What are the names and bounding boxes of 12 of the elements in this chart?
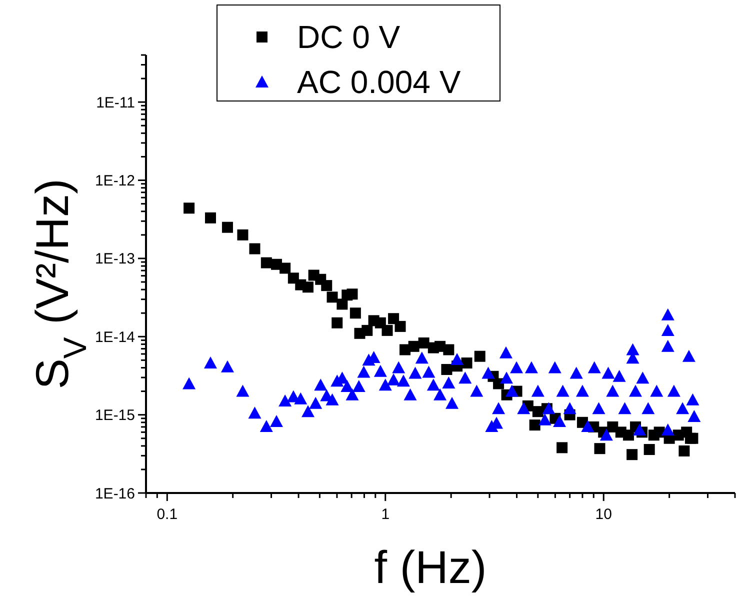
x-tick-label: 0.1 — [156, 506, 178, 523]
x-axis-title: f (Hz) — [374, 541, 487, 593]
legend-label: DC 0 V — [297, 19, 401, 56]
legend-label: AC 0.004 V — [297, 64, 462, 100]
y-tick-label: 1E-16 — [94, 485, 135, 502]
y-tick-label: 1E-11 — [96, 94, 135, 112]
y-tick-label: 1E-13 — [94, 250, 135, 268]
x-tick-label: 1 — [381, 506, 390, 523]
x-tick-label: 10 — [595, 506, 612, 523]
y-tick-label: 1E-12 — [94, 172, 135, 190]
y-tick-label: 1E-14 — [94, 328, 135, 346]
y-tick-label: 1E-15 — [94, 407, 135, 424]
